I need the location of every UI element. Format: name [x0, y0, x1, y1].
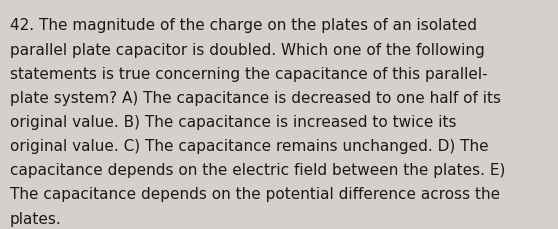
Text: original value. B) The capacitance is increased to twice its: original value. B) The capacitance is in…	[10, 114, 456, 129]
Text: 42. The magnitude of the charge on the plates of an isolated: 42. The magnitude of the charge on the p…	[10, 18, 477, 33]
Text: statements is true concerning the capacitance of this parallel-: statements is true concerning the capaci…	[10, 66, 488, 81]
Text: parallel plate capacitor is doubled. Which one of the following: parallel plate capacitor is doubled. Whi…	[10, 42, 485, 57]
Text: The capacitance depends on the potential difference across the: The capacitance depends on the potential…	[10, 187, 500, 202]
Text: capacitance depends on the electric field between the plates. E): capacitance depends on the electric fiel…	[10, 163, 506, 177]
Text: plates.: plates.	[10, 211, 62, 226]
Text: plate system? A) The capacitance is decreased to one half of its: plate system? A) The capacitance is decr…	[10, 90, 501, 105]
Text: original value. C) The capacitance remains unchanged. D) The: original value. C) The capacitance remai…	[10, 139, 489, 153]
